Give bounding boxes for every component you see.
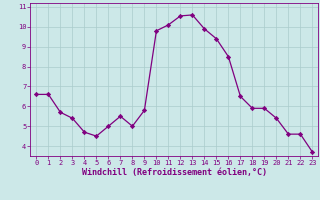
X-axis label: Windchill (Refroidissement éolien,°C): Windchill (Refroidissement éolien,°C) (82, 168, 267, 177)
